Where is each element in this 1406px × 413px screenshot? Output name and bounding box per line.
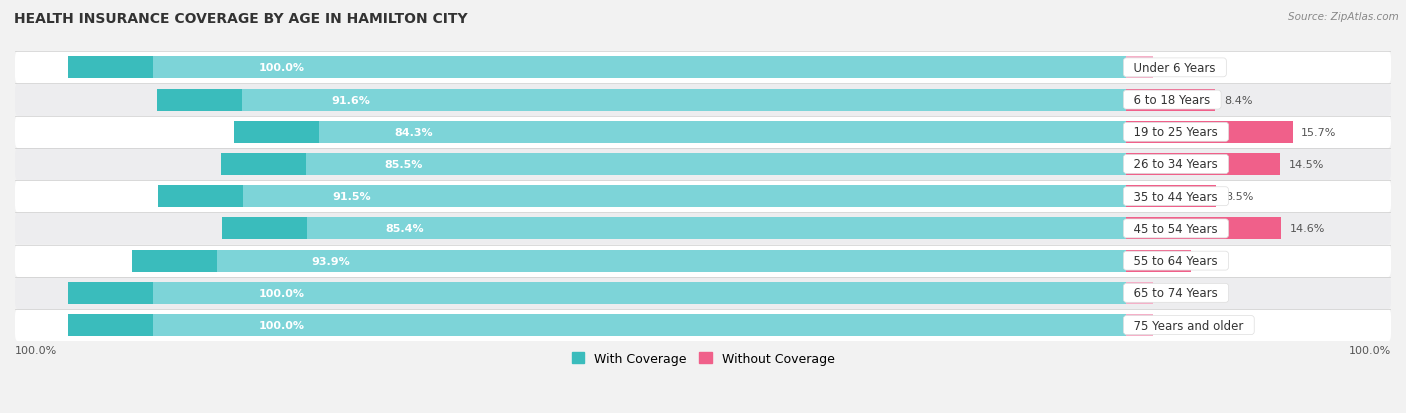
Text: 6 to 18 Years: 6 to 18 Years [1126, 94, 1218, 107]
Bar [1126, 250, 1191, 272]
Text: 100.0%: 100.0% [15, 345, 58, 355]
Text: 91.6%: 91.6% [332, 95, 370, 105]
FancyBboxPatch shape [15, 212, 1391, 245]
Text: 91.5%: 91.5% [332, 192, 371, 202]
Text: 100.0%: 100.0% [1348, 345, 1391, 355]
Bar [235, 121, 319, 143]
Text: 14.6%: 14.6% [1289, 224, 1324, 234]
Text: 35 to 44 Years: 35 to 44 Years [1126, 190, 1226, 203]
FancyBboxPatch shape [15, 116, 1391, 149]
Bar [221, 154, 1126, 176]
Bar [67, 57, 153, 79]
Text: 100.0%: 100.0% [259, 320, 305, 330]
FancyBboxPatch shape [15, 277, 1391, 309]
Text: 26 to 34 Years: 26 to 34 Years [1126, 158, 1226, 171]
Bar [1126, 282, 1153, 304]
Text: 14.5%: 14.5% [1288, 159, 1323, 170]
Bar [1126, 121, 1292, 143]
Bar [1126, 89, 1215, 111]
Text: 8.4%: 8.4% [1223, 95, 1253, 105]
Bar [1126, 154, 1279, 176]
Text: 84.3%: 84.3% [395, 128, 433, 138]
Bar [222, 218, 1126, 240]
FancyBboxPatch shape [15, 309, 1391, 342]
Bar [157, 186, 243, 208]
Text: 0.0%: 0.0% [1161, 288, 1189, 298]
Text: Under 6 Years: Under 6 Years [1126, 62, 1223, 75]
Bar [132, 250, 1126, 272]
FancyBboxPatch shape [15, 52, 1391, 85]
Text: 85.5%: 85.5% [384, 159, 423, 170]
Text: 55 to 64 Years: 55 to 64 Years [1126, 254, 1226, 268]
Text: 100.0%: 100.0% [259, 63, 305, 73]
Bar [157, 89, 1126, 111]
Text: 45 to 54 Years: 45 to 54 Years [1126, 222, 1226, 235]
Bar [132, 250, 217, 272]
Bar [1126, 218, 1281, 240]
Bar [1126, 314, 1153, 336]
Text: 15.7%: 15.7% [1301, 128, 1337, 138]
Text: 65 to 74 Years: 65 to 74 Years [1126, 287, 1226, 299]
Text: 0.0%: 0.0% [1161, 63, 1189, 73]
Bar [67, 314, 153, 336]
Text: 85.4%: 85.4% [385, 224, 423, 234]
Text: Source: ZipAtlas.com: Source: ZipAtlas.com [1288, 12, 1399, 22]
Bar [221, 154, 307, 176]
FancyBboxPatch shape [15, 244, 1391, 278]
Text: 19 to 25 Years: 19 to 25 Years [1126, 126, 1226, 139]
FancyBboxPatch shape [15, 180, 1391, 213]
Text: 93.9%: 93.9% [311, 256, 350, 266]
Bar [235, 121, 1126, 143]
Text: HEALTH INSURANCE COVERAGE BY AGE IN HAMILTON CITY: HEALTH INSURANCE COVERAGE BY AGE IN HAMI… [14, 12, 468, 26]
Bar [157, 186, 1126, 208]
Bar [67, 282, 153, 304]
Legend: With Coverage, Without Coverage: With Coverage, Without Coverage [567, 347, 839, 370]
Text: 0.0%: 0.0% [1161, 320, 1189, 330]
Bar [1126, 186, 1216, 208]
Bar [67, 282, 1126, 304]
Bar [157, 89, 242, 111]
FancyBboxPatch shape [15, 148, 1391, 181]
Bar [222, 218, 307, 240]
Bar [67, 314, 1126, 336]
Bar [67, 57, 1126, 79]
FancyBboxPatch shape [15, 84, 1391, 117]
Text: 75 Years and older: 75 Years and older [1126, 319, 1251, 332]
Text: 100.0%: 100.0% [259, 288, 305, 298]
Text: 8.5%: 8.5% [1225, 192, 1253, 202]
Text: 6.1%: 6.1% [1199, 256, 1227, 266]
Bar [1126, 57, 1153, 79]
